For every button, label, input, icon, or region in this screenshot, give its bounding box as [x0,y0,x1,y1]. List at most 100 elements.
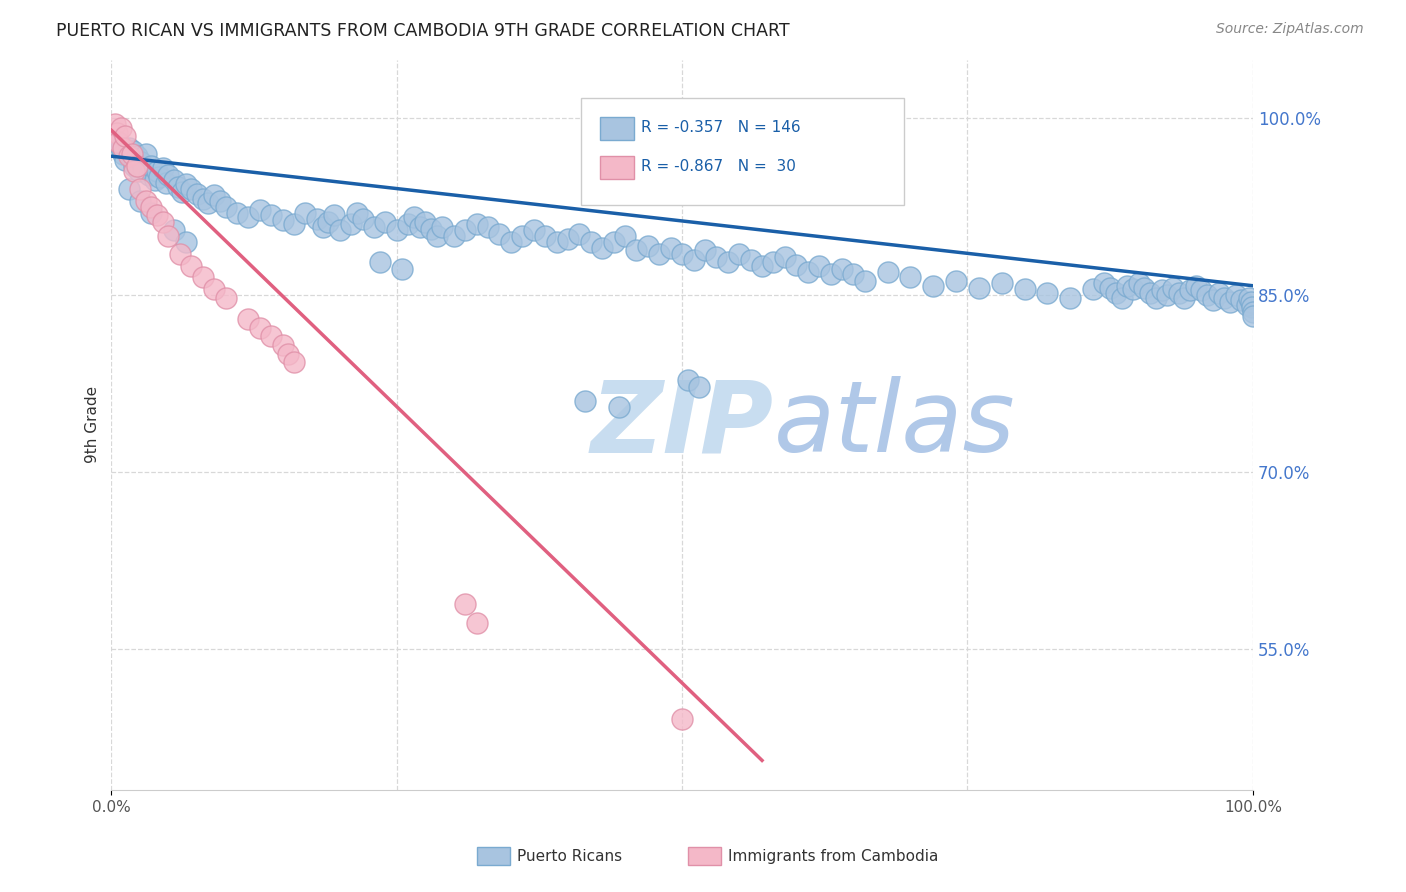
Point [990,277,1012,291]
Point [135,146,157,161]
Point [413,215,436,229]
Point [121,146,143,161]
Point [163,172,186,186]
Point [671,247,693,261]
Point [773,251,796,265]
Point [967,281,990,295]
Point [945,274,967,288]
Point [831,262,853,277]
Point [1128,277,1150,291]
Point [523,223,546,237]
Point [1213,291,1236,305]
Point [1133,281,1156,295]
Point [148,170,170,185]
Point [1241,310,1264,324]
Point [169,247,191,261]
Point [214,200,236,214]
Point [141,205,163,219]
Point [146,208,169,222]
Point [105,135,128,149]
Point [648,247,671,261]
Point [820,267,842,281]
Point [125,159,148,173]
Point [157,168,180,182]
Point [614,229,637,244]
Point [443,229,465,244]
Point [1167,285,1189,300]
Point [214,291,236,305]
Point [1184,278,1206,293]
Point [180,182,202,196]
Point [853,274,876,288]
Point [202,282,225,296]
Point [249,203,271,218]
Point [796,264,818,278]
Text: Puerto Ricans: Puerto Ricans [517,849,623,863]
Point [762,255,785,269]
Point [283,355,305,369]
Point [152,215,174,229]
Point [271,337,294,351]
Point [1239,295,1261,310]
Point [785,258,807,272]
Point [671,712,693,726]
Point [155,176,177,190]
Point [163,223,186,237]
Point [591,241,613,255]
Point [432,219,454,234]
Point [1240,300,1263,314]
Point [842,267,865,281]
Text: R = -0.357   N = 146: R = -0.357 N = 146 [641,120,801,135]
Point [260,208,283,222]
Point [125,149,148,163]
Point [117,141,139,155]
Point [352,211,374,226]
Point [659,241,682,255]
Point [876,264,898,278]
Point [249,321,271,335]
Point [157,229,180,244]
Point [682,252,704,267]
Point [676,373,699,387]
Point [922,278,945,293]
Point [1178,284,1201,298]
Point [329,223,352,237]
Point [277,347,299,361]
Point [129,182,152,196]
Point [128,164,150,178]
Point [114,153,136,167]
Point [900,270,922,285]
Point [1156,288,1178,302]
Point [197,196,219,211]
Point [191,192,214,206]
Point [208,194,231,208]
Point [1239,291,1261,305]
Point [1219,295,1241,310]
Point [1139,285,1161,300]
Point [1150,284,1173,298]
Text: Source: ZipAtlas.com: Source: ZipAtlas.com [1216,22,1364,37]
Point [1173,291,1195,305]
Point [385,223,408,237]
Point [110,120,132,135]
Point [1105,285,1128,300]
Point [260,329,283,343]
Point [283,218,305,232]
Point [1036,285,1059,300]
Point [202,188,225,202]
Point [1225,288,1247,302]
Point [717,255,740,269]
Point [129,194,152,208]
Point [1111,291,1133,305]
Point [454,597,477,611]
Text: atlas: atlas [773,376,1015,474]
Point [174,235,197,249]
Point [122,164,145,178]
Point [1081,282,1104,296]
Point [311,219,333,234]
Point [396,218,419,232]
Point [226,205,249,219]
Point [510,229,533,244]
Point [568,227,591,241]
Point [546,235,568,249]
